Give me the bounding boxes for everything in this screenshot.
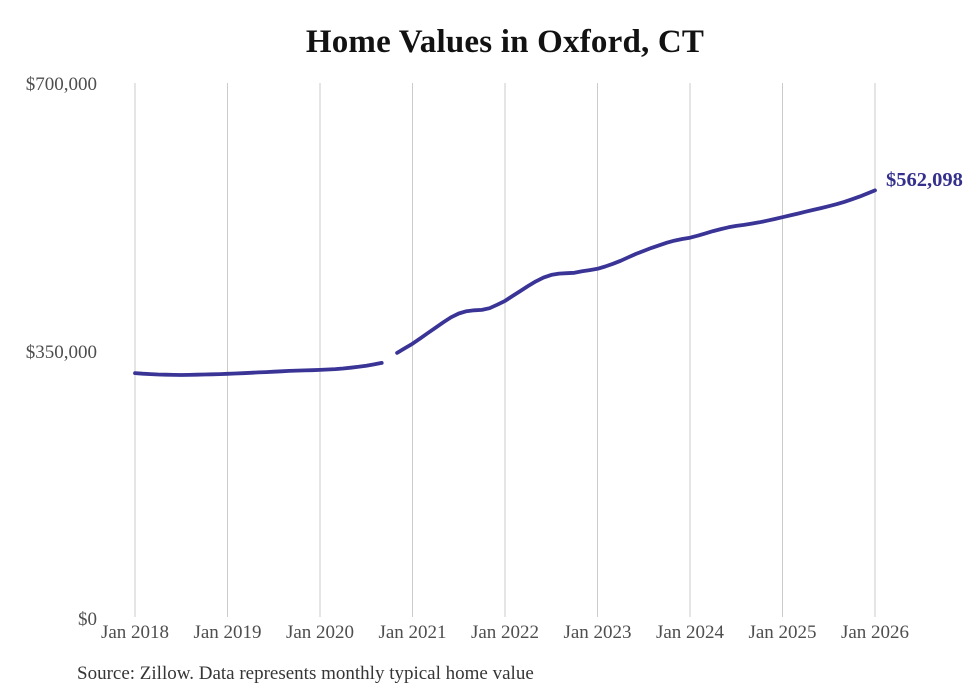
x-tick-label: Jan 2025 xyxy=(748,622,817,643)
x-tick-label: Jan 2022 xyxy=(470,622,540,643)
y-tick-label: $700,000 xyxy=(25,74,97,95)
x-tick-label: Jan 2021 xyxy=(378,622,447,643)
x-tick-label: Jan 2020 xyxy=(285,622,355,643)
y-tick-label: $350,000 xyxy=(25,341,97,363)
latest-value-label: $562,098 xyxy=(886,169,963,191)
value-line-segment-1 xyxy=(133,361,384,377)
x-tick-label: Jan 2026 xyxy=(840,622,910,643)
source-note: Source: Zillow. Data represents monthly … xyxy=(77,663,534,684)
chart-title: Home Values in Oxford, CT xyxy=(305,24,705,60)
x-tick-label: Jan 2023 xyxy=(563,622,632,643)
y-tick-label: $0 xyxy=(78,609,97,630)
value-line-segment-2 xyxy=(395,188,877,355)
x-tick-label: Jan 2019 xyxy=(193,622,262,643)
x-tick-label: Jan 2024 xyxy=(655,622,725,643)
x-tick-label: Jan 2018 xyxy=(100,622,170,643)
